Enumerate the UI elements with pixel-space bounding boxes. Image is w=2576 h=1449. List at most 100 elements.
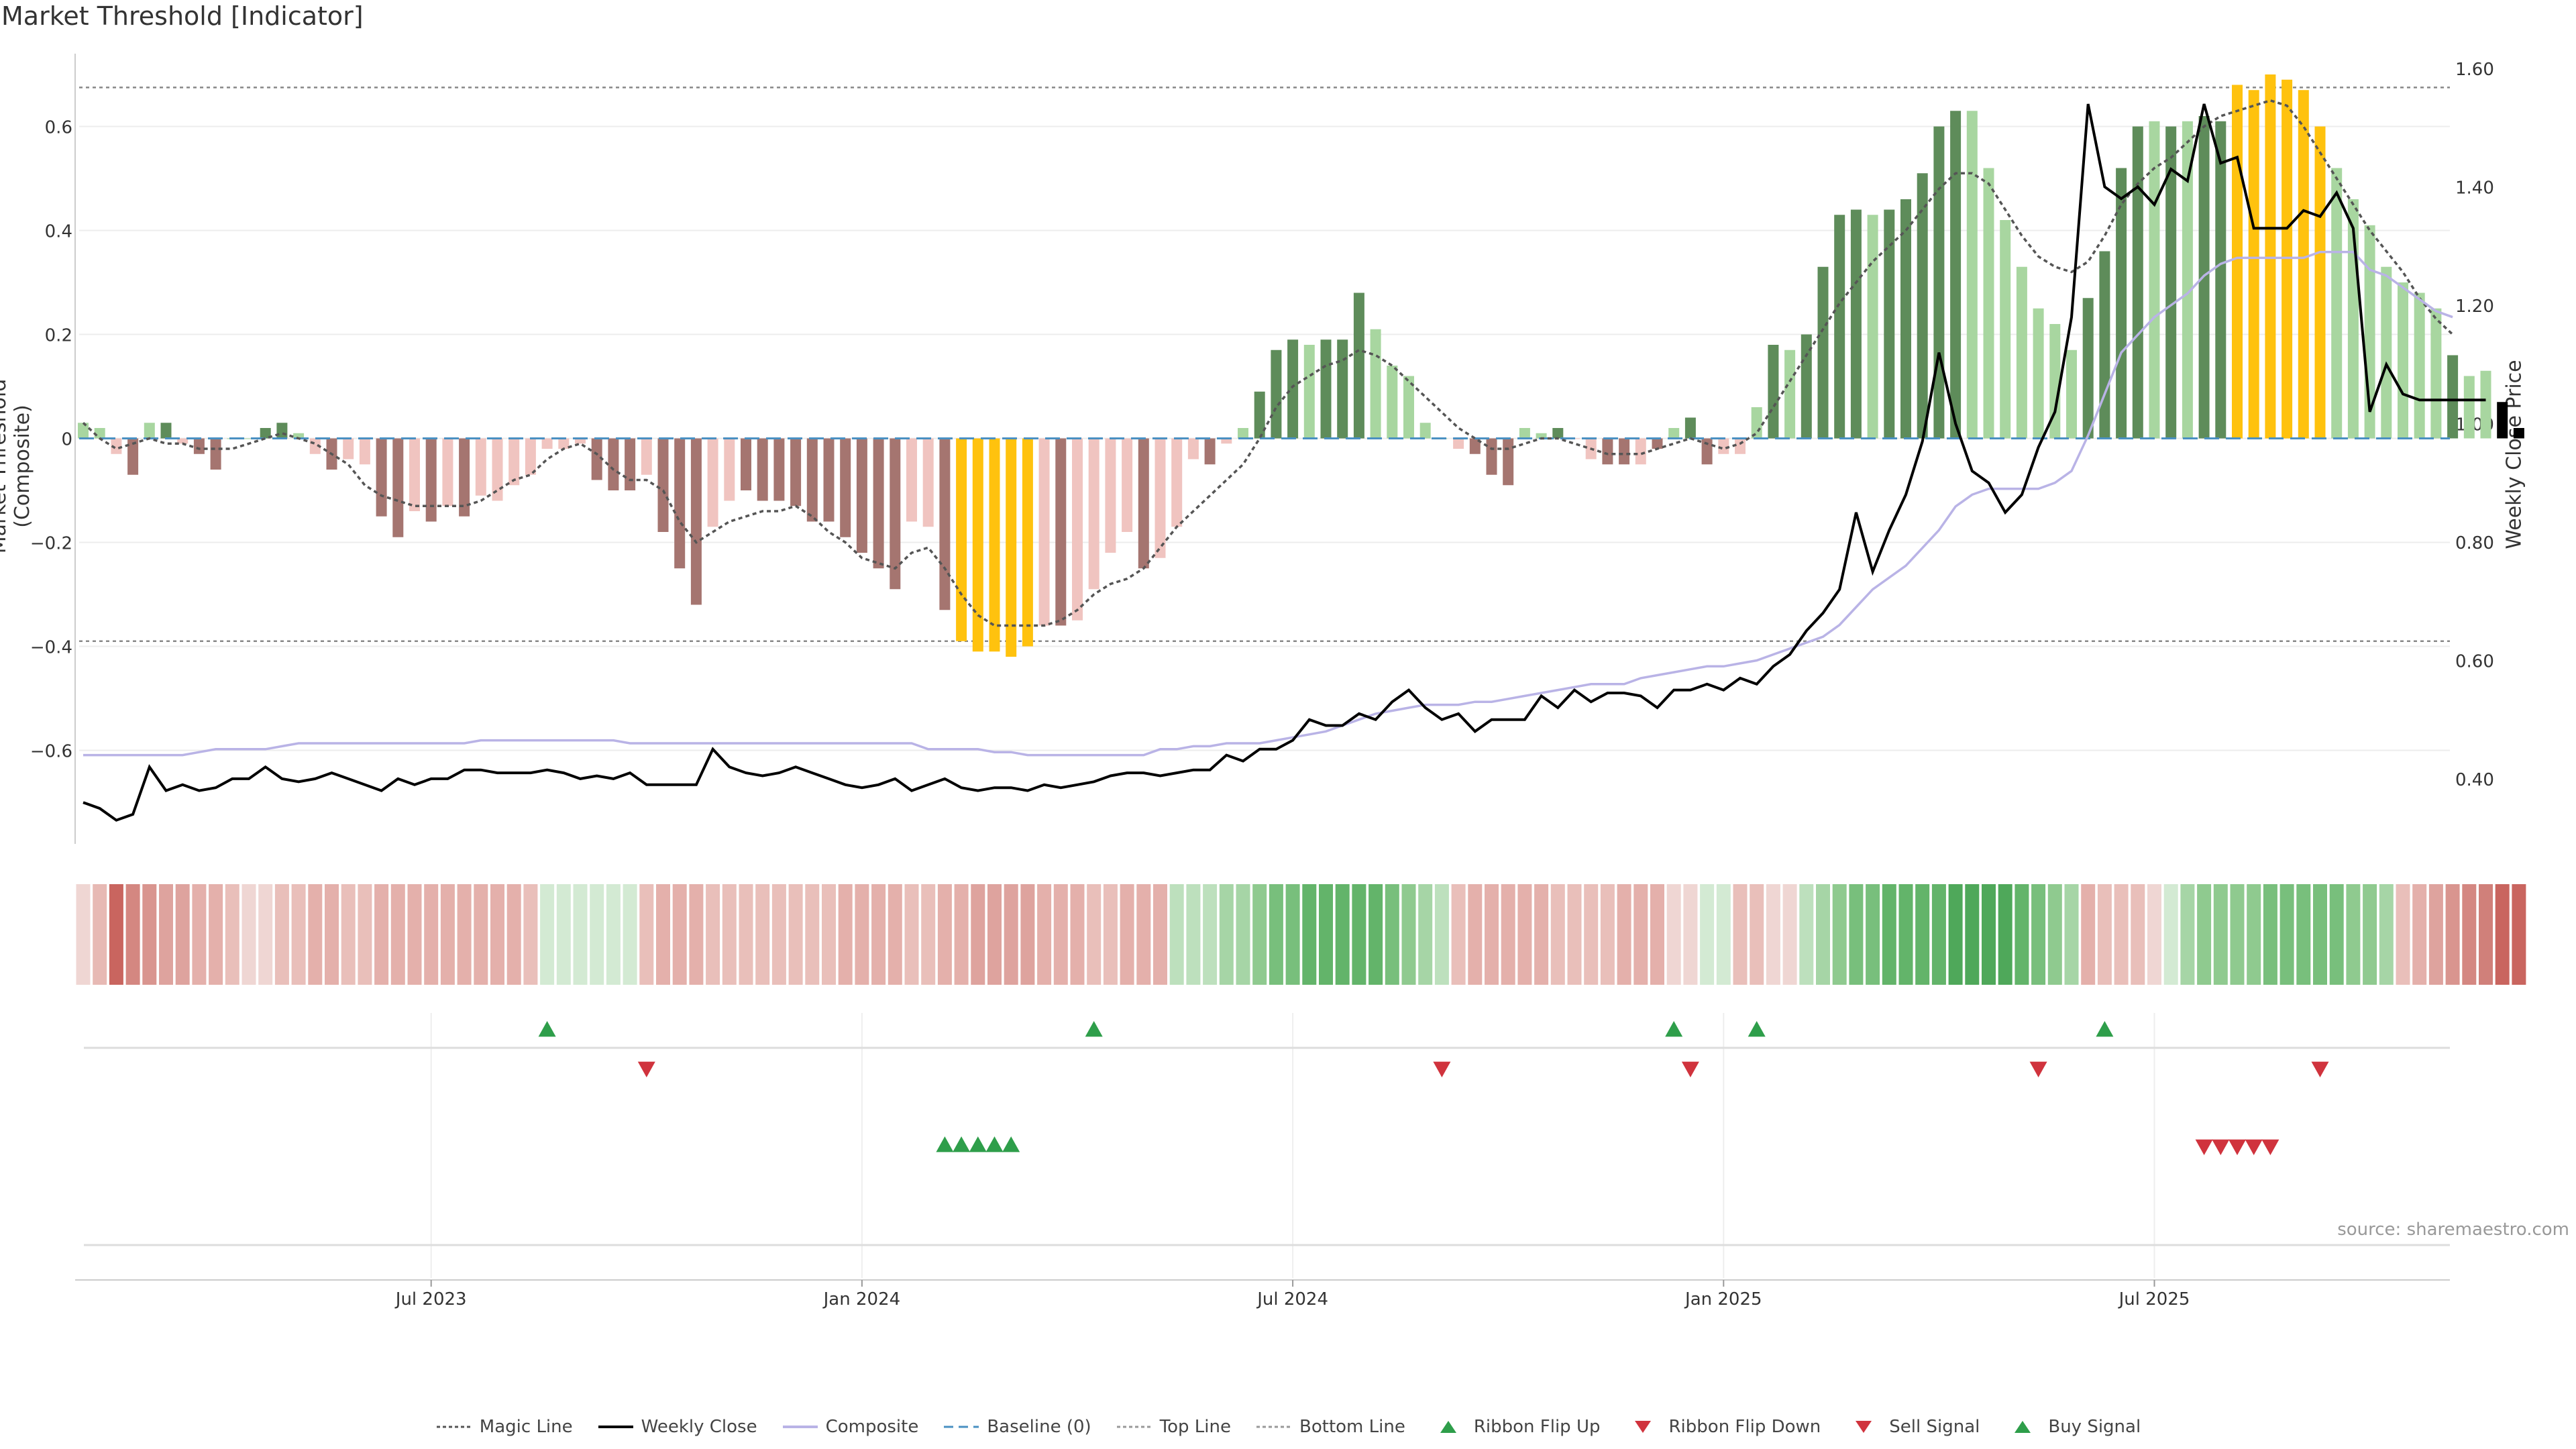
composite-bar <box>276 423 288 439</box>
composite-bar <box>2033 308 2044 439</box>
ribbon-cell <box>2064 884 2079 985</box>
page-title: Market Threshold [Indicator] <box>1 1 364 31</box>
composite-bar <box>1072 438 1083 621</box>
composite-bar <box>1784 350 1796 439</box>
composite-bar <box>2381 266 2392 439</box>
ribbon-cell <box>1650 884 1664 985</box>
composite-bar <box>989 438 1000 652</box>
composite-bar <box>1983 168 1994 439</box>
legend-label: Sell Signal <box>1889 1417 1980 1437</box>
composite-bar <box>1768 345 1779 439</box>
composite-bar <box>2116 168 2127 439</box>
legend-label: Bottom Line <box>1299 1417 1405 1437</box>
composite-bar <box>525 438 536 475</box>
ribbon-cell <box>1203 884 1218 985</box>
ribbon-cell <box>2097 884 2112 985</box>
composite-bar <box>1884 209 1895 439</box>
composite-bar <box>94 428 105 439</box>
ribbon-cell <box>1252 884 1267 985</box>
buy-signal-marker <box>985 1136 1004 1152</box>
ribbon-cell <box>1965 884 1980 985</box>
composite-bar <box>1950 111 1962 439</box>
composite-bar <box>343 438 354 460</box>
y-left-tick-label: 0 <box>61 430 72 450</box>
composite-bar <box>558 438 570 449</box>
ribbon-cell <box>1849 884 1864 985</box>
ribbon-cell <box>2329 884 2344 985</box>
composite-bar <box>1238 428 1248 439</box>
y-right-tick-label: 1.60 <box>2455 60 2494 80</box>
composite-bar <box>475 438 486 496</box>
ribbon-flip-down-marker <box>1433 1061 1451 1077</box>
ribbon-cell <box>1898 884 1913 985</box>
composite-bar <box>2066 350 2077 439</box>
ribbon-cell <box>76 884 91 985</box>
composite-bar <box>591 438 602 480</box>
composite-bar <box>2182 121 2193 439</box>
legend-label: Ribbon Flip Down <box>1668 1417 1821 1437</box>
legend-label: Weekly Close <box>641 1417 757 1437</box>
composite-bar <box>1138 438 1149 569</box>
composite-bar <box>1088 438 1099 590</box>
buy-signal-marker <box>1002 1136 1020 1152</box>
y-left-tick-label: 0.6 <box>45 118 72 138</box>
ribbon-cell <box>2495 884 2510 985</box>
ribbon-cell <box>1153 884 1167 985</box>
ribbon-cell <box>2363 884 2377 985</box>
composite-bar <box>1387 366 1398 439</box>
composite-bar <box>1552 428 1564 439</box>
ribbon-cell <box>639 884 654 985</box>
ribbon-cell <box>556 884 571 985</box>
ribbon-cell <box>1733 884 1748 985</box>
ribbon-flip-up-marker <box>1748 1021 1766 1037</box>
ribbon-cell <box>358 884 372 985</box>
sell-signal-marker <box>2261 1139 2279 1155</box>
composite-bar <box>160 423 172 439</box>
legend-swatch <box>1256 1426 1291 1428</box>
composite-bar <box>1751 407 1762 439</box>
composite-bar <box>1635 438 1646 465</box>
legend-item: Baseline (0) <box>943 1417 1091 1437</box>
ribbon-cell <box>192 884 207 985</box>
composite-bar <box>790 438 802 506</box>
legend-item: Ribbon Flip Up <box>1430 1417 1600 1437</box>
ribbon-cell <box>175 884 190 985</box>
composite-line <box>83 250 2453 757</box>
source-note: source: sharemaestro.com <box>2337 1220 2569 1240</box>
ribbon-cell <box>2047 884 2062 985</box>
ribbon-cell <box>689 884 704 985</box>
ribbon-cell <box>2512 884 2526 985</box>
ribbon-cell <box>971 884 985 985</box>
ribbon-cell <box>274 884 289 985</box>
composite-bar <box>1735 438 1746 454</box>
composite-bar <box>492 438 503 501</box>
ribbon-cell <box>1750 884 1764 985</box>
ribbon-cell <box>2346 884 2361 985</box>
ribbon-cell <box>1633 884 1648 985</box>
ribbon-cell <box>954 884 969 985</box>
ribbon-cell <box>2114 884 2129 985</box>
ribbon-flip-up-marker <box>1085 1021 1103 1037</box>
composite-bar <box>2430 308 2442 439</box>
ribbon-cell <box>656 884 670 985</box>
ribbon-cell <box>1004 884 1018 985</box>
composite-bar <box>425 438 437 522</box>
composite-bar <box>1652 438 1663 449</box>
legend-swatch <box>1440 1421 1456 1433</box>
y-left-tick-label: 0.2 <box>45 326 72 346</box>
composite-bar <box>906 438 917 522</box>
composite-bar <box>1055 438 1067 626</box>
composite-bar <box>2497 402 2508 439</box>
composite-bar <box>1933 126 1945 439</box>
ribbon-cell <box>1020 884 1035 985</box>
ribbon-cell <box>2445 884 2460 985</box>
composite-bar <box>2314 126 2326 439</box>
composite-bar <box>1718 438 1729 454</box>
ribbon-cell <box>374 884 389 985</box>
composite-bar <box>2447 355 2459 439</box>
composite-bar <box>541 438 553 449</box>
ribbon-cell <box>739 884 753 985</box>
composite-bar <box>78 423 89 439</box>
ribbon-cell <box>1998 884 2012 985</box>
composite-bar <box>2513 428 2524 439</box>
